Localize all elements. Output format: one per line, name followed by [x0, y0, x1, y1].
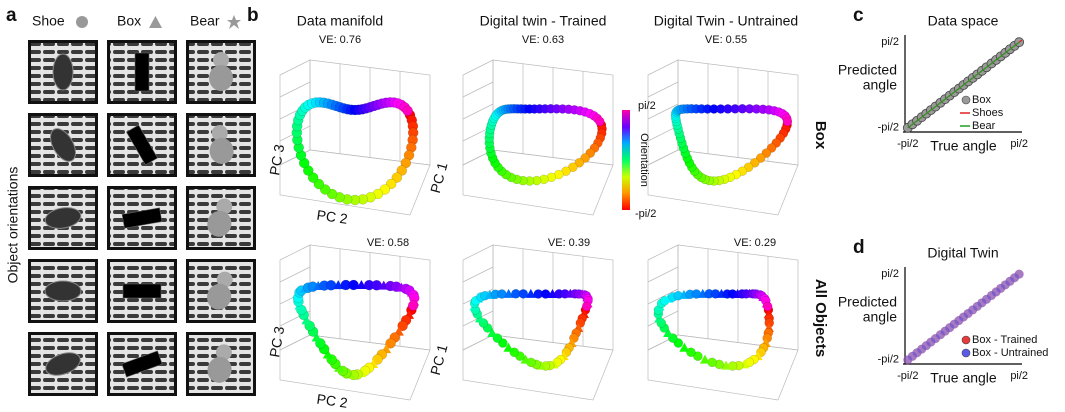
- x-tick-label: -pi/2: [897, 370, 918, 382]
- image-grid: [28, 40, 256, 396]
- panel-label: b: [247, 5, 259, 26]
- y-tick-label: -pi/2: [878, 122, 899, 134]
- ve-label: VE: 0.29: [734, 237, 776, 249]
- bear-body: [209, 65, 233, 91]
- marker: [582, 302, 591, 311]
- legend-key: [962, 96, 970, 104]
- ve-label: VE: 0.76: [319, 34, 361, 46]
- x-label: True angle: [930, 370, 997, 386]
- box: [135, 53, 149, 91]
- axis-label: PC 1: [427, 160, 451, 194]
- icon: [76, 16, 88, 28]
- grid: [280, 82, 310, 97]
- icon: [149, 16, 162, 28]
- shoe: [45, 281, 81, 301]
- ve-label: VE: 0.63: [522, 34, 564, 46]
- y-tick-label: pi/2: [881, 268, 899, 280]
- column-header: Shoe: [32, 13, 65, 29]
- row-label: All Objects: [812, 279, 829, 357]
- row-label: Box: [812, 121, 829, 150]
- object: [53, 54, 73, 90]
- y-label: Predicted: [838, 294, 897, 310]
- marker: [783, 117, 792, 126]
- axis-label: PC 2: [316, 391, 349, 411]
- colorbar-bottom: -pi/2: [635, 208, 656, 220]
- y-tick-label: pi/2: [881, 36, 899, 48]
- legend-label: Shoes: [972, 107, 1004, 119]
- point: [1015, 270, 1024, 279]
- panel-label: a: [6, 5, 17, 26]
- x-tick-label: pi/2: [1010, 370, 1028, 382]
- grid: [463, 267, 493, 282]
- row-title: Object orientations: [5, 167, 21, 284]
- column-title: Digital Twin - Untrained: [654, 13, 798, 29]
- manifold-plots: [280, 60, 798, 400]
- object: [45, 281, 81, 301]
- marker: [403, 106, 413, 116]
- ve-label: VE: 0.55: [705, 34, 747, 46]
- y-tick-label: -pi/2: [878, 354, 899, 366]
- column-title: Digital twin - Trained: [480, 13, 607, 29]
- box: [123, 284, 161, 298]
- icon: [227, 15, 241, 29]
- object: [135, 53, 149, 91]
- panel-label: c: [853, 5, 864, 26]
- x-tick-label: -pi/2: [897, 138, 918, 150]
- legend-label: Box: [972, 94, 991, 106]
- y-label: angle: [863, 309, 897, 325]
- marker: [408, 301, 418, 311]
- figure: a Shoe Box Bear Object orientations b Da…: [0, 0, 1065, 412]
- axis-label: PC 3: [266, 325, 287, 359]
- colorbar-title: Orientation: [638, 133, 650, 187]
- panel-title: Data space: [928, 13, 999, 29]
- legend-label: Box - Untrained: [972, 347, 1048, 359]
- marker: [763, 302, 772, 311]
- legend-label: Bear: [972, 120, 996, 132]
- x-tick-label: pi/2: [1010, 138, 1028, 150]
- x-label: True angle: [930, 138, 997, 154]
- panel-label: d: [853, 237, 865, 258]
- floor: [280, 335, 430, 400]
- column-header: Box: [117, 13, 141, 29]
- shoe: [53, 54, 73, 90]
- column-header: Bear: [190, 13, 220, 29]
- grid: [463, 104, 493, 119]
- object: [123, 284, 161, 298]
- column-title: Data manifold: [297, 13, 383, 29]
- legend-key: [962, 336, 970, 344]
- grid: [463, 82, 493, 97]
- colorbar: [622, 110, 630, 210]
- axis-label: PC 1: [427, 342, 451, 376]
- axis-label: PC 3: [266, 143, 287, 177]
- colorbar-top: pi/2: [638, 100, 656, 112]
- legend-label: Box - Trained: [972, 334, 1037, 346]
- panel-title: Digital Twin: [927, 245, 998, 261]
- grid: [648, 267, 678, 282]
- y-label: Predicted: [838, 62, 897, 78]
- grid: [648, 82, 678, 97]
- ve-label: VE: 0.58: [367, 237, 409, 249]
- axis-label: PC 2: [316, 207, 349, 227]
- ve-label: VE: 0.39: [548, 237, 590, 249]
- marker: [595, 117, 604, 126]
- grid: [280, 267, 310, 282]
- scatter-panels: c Data space -pi/2 pi/2 -pi/2 pi/2 True angle P…: [838, 5, 1049, 386]
- legend-key: [962, 349, 970, 357]
- y-label: angle: [863, 77, 897, 93]
